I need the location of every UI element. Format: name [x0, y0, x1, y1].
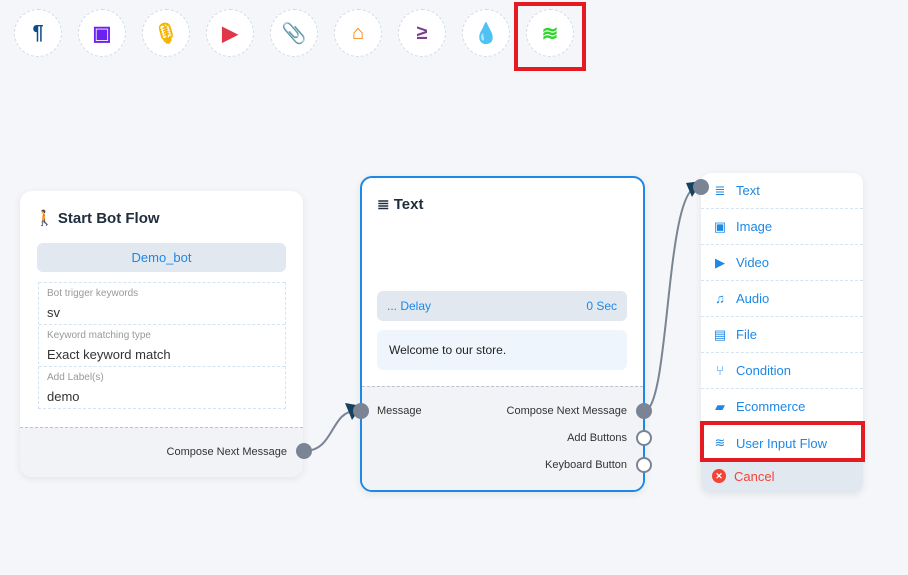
menu-item-user-input-flow[interactable]: ≋ User Input Flow — [701, 425, 863, 461]
node-title: Start Bot Flow — [57, 210, 160, 227]
paragraph-icon: ¶ — [32, 21, 44, 44]
menu-item-label: File — [736, 327, 757, 342]
image-icon: ▣ — [713, 218, 727, 234]
field-trigger-keywords: Bot trigger keywords sv — [39, 282, 285, 324]
output-label: Compose Next Message — [506, 405, 627, 417]
youtube-tool-button[interactable]: ▶ — [206, 9, 254, 57]
menu-item-ecommerce[interactable]: ▰ Ecommerce — [701, 389, 863, 425]
highlight-box — [514, 2, 586, 71]
menu-item-label: User Input Flow — [736, 435, 828, 451]
bot-settings: Bot trigger keywords sv Keyword matching … — [38, 282, 286, 409]
shopping-bag-icon: ▰ — [715, 398, 725, 414]
paragraph-tool-button[interactable]: ¶ — [14, 9, 62, 57]
highlight-box — [700, 421, 865, 462]
delay-bar[interactable]: ... Delay 0 Sec — [377, 291, 627, 321]
menu-item-label: Image — [736, 219, 773, 234]
output-label: Compose Next Message — [166, 446, 287, 458]
menu-item-label: Text — [736, 183, 760, 198]
field-label: Add Label(s) — [47, 372, 104, 383]
node-footer: Compose Next Message — [20, 427, 303, 477]
delay-value: 0 Sec — [586, 299, 617, 313]
field-value: demo — [47, 389, 80, 404]
branch-icon: ⑂ — [716, 363, 724, 378]
menu-item-label: Audio — [736, 291, 770, 306]
greater-equal-tool-button[interactable]: ≥ — [398, 9, 446, 57]
add-node-menu: ≣ Text ▣ Image ▶ Video ♫ Audio ▤ File ⑂ Condition ▰ E… — [701, 173, 863, 493]
node-footer: Message Compose Next Message Add Buttons… — [362, 386, 643, 490]
drop-tool-button[interactable]: 💧 — [462, 9, 510, 57]
field-labels: Add Label(s) demo — [39, 366, 285, 408]
input-port-menu[interactable] — [693, 179, 709, 195]
field-label: Keyword matching type — [47, 330, 151, 341]
menu-item-condition[interactable]: ⑂ Condition — [701, 353, 863, 389]
image-tool-button[interactable]: ▣ — [78, 9, 126, 57]
field-value: Exact keyword match — [47, 347, 171, 362]
image-icon: ▣ — [92, 22, 112, 45]
menu-item-audio[interactable]: ♫ Audio — [701, 281, 863, 317]
store-icon: ⌂ — [351, 21, 365, 44]
node-title: Text — [393, 196, 424, 213]
menu-item-label: Ecommerce — [736, 399, 806, 414]
menu-item-label: Condition — [736, 363, 791, 378]
music-icon: ♫ — [715, 291, 725, 306]
field-value: sv — [47, 305, 60, 320]
menu-item-label: Cancel — [734, 468, 775, 484]
pdf-file-icon: ▤ — [713, 326, 727, 342]
bot-name-button[interactable]: Demo_bot — [37, 243, 286, 272]
youtube-icon: ▶ — [715, 254, 725, 270]
connection-text-to-menu — [643, 186, 698, 412]
output-port-compose-next[interactable] — [636, 403, 652, 419]
output-label: Keyboard Button — [545, 459, 627, 471]
paperclip-tool-button[interactable]: 📎 — [270, 9, 318, 57]
output-port-add-buttons[interactable] — [636, 430, 652, 446]
menu-item-image[interactable]: ▣ Image — [701, 209, 863, 245]
user-input-flow-tool-button[interactable]: ≋ — [526, 9, 574, 57]
input-port-message[interactable] — [353, 403, 369, 419]
close-circle-icon: ✕ — [712, 469, 726, 483]
menu-item-video[interactable]: ▶ Video — [701, 245, 863, 281]
output-port-compose-next[interactable] — [296, 443, 312, 459]
user-input-flow-icon: ≋ — [714, 435, 726, 450]
drop-icon: 💧 — [473, 22, 499, 45]
output-label: Add Buttons — [567, 432, 627, 444]
field-label: Bot trigger keywords — [47, 288, 139, 299]
connection-start-to-text — [303, 410, 357, 452]
menu-item-label: Video — [736, 255, 770, 270]
cancel-menu-item[interactable]: ✕ Cancel — [701, 459, 863, 493]
field-matching-type: Keyword matching type Exact keyword match — [39, 324, 285, 366]
output-port-keyboard-button[interactable] — [636, 457, 652, 473]
store-tool-button[interactable]: ⌂ — [334, 9, 382, 57]
microphone-icon: 🎙 — [153, 22, 179, 45]
microphone-tool-button[interactable]: 🎙 — [142, 9, 190, 57]
list-icon: ≣ — [714, 182, 726, 198]
user-input-flow-icon: ≋ — [541, 22, 559, 45]
paperclip-icon: 📎 — [281, 22, 307, 45]
start-bot-flow-node[interactable]: 🚶 Start Bot Flow Demo_bot Bot trigger ke… — [20, 191, 303, 477]
greater-equal-icon: ≥ — [416, 21, 428, 44]
message-preview[interactable]: Welcome to our store. — [377, 330, 627, 370]
list-icon: ≣ — [377, 196, 390, 213]
text-node[interactable]: ≣ Text ➤ Sent0✓ Delivered0◉ Subscribers0… — [360, 176, 645, 492]
walking-icon: 🚶 — [35, 210, 54, 227]
menu-item-text[interactable]: ≣ Text — [701, 173, 863, 209]
menu-item-file[interactable]: ▤ File — [701, 317, 863, 353]
delay-label: ... Delay — [387, 299, 432, 313]
youtube-icon: ▶ — [222, 22, 238, 45]
input-label: Message — [377, 405, 422, 417]
